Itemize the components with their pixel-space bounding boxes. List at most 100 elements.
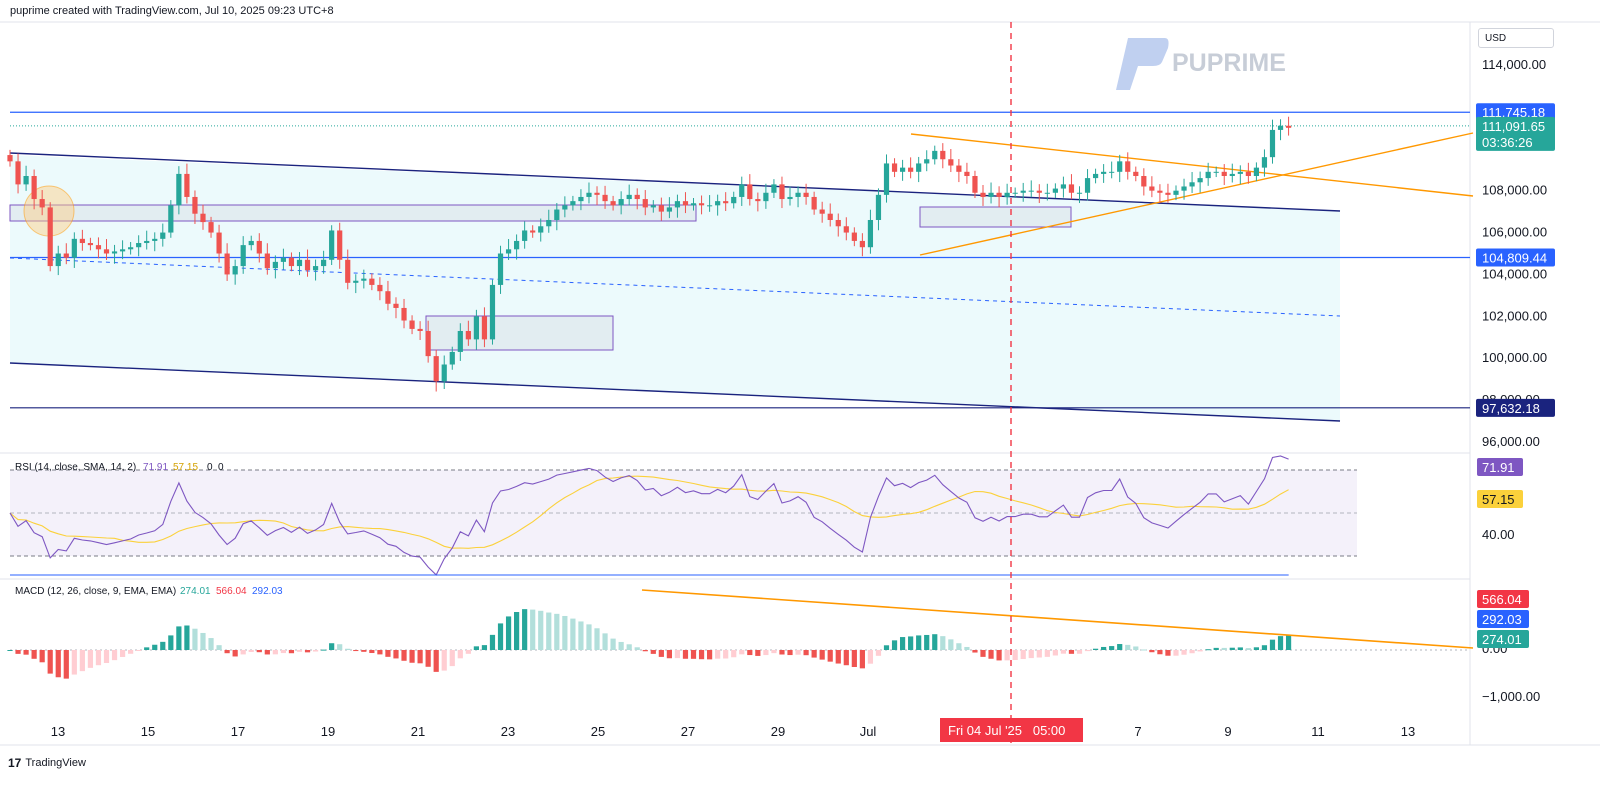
macd-line-tag-text: 292.03 — [1482, 612, 1522, 627]
macd-histogram-bar — [594, 628, 600, 650]
candle-body — [618, 199, 624, 206]
macd-histogram — [7, 609, 1292, 679]
macd-pane: MACD (12, 26, close, 9, EMA, EMA) 274.01… — [7, 574, 1474, 679]
candle — [393, 297, 399, 319]
current-price-tag-text: 111,091.65 — [1482, 119, 1545, 134]
candle-body — [940, 150, 946, 160]
candle-body — [1060, 184, 1067, 189]
macd-histogram-bar — [827, 650, 833, 662]
candle-body — [63, 253, 69, 258]
candle — [875, 188, 882, 231]
candle — [7, 149, 13, 167]
price-level-tag-text: 97,632.18 — [1482, 401, 1540, 416]
macd-histogram-bar — [264, 650, 270, 655]
candle — [345, 249, 351, 290]
macd-histogram-bar — [449, 650, 455, 667]
candle-body — [216, 232, 222, 254]
macd-histogram-bar — [1197, 650, 1203, 652]
candle — [377, 277, 383, 301]
candle — [723, 192, 729, 211]
candle-body — [626, 194, 632, 200]
time-axis[interactable]: 13 15 17 19 21 23 25 27 29 Jul 7 9 11 13 — [51, 724, 1415, 739]
candle-body — [1084, 178, 1091, 193]
candle — [1173, 185, 1179, 201]
price-tags: 111,745.18 104,809.44 97,632.18 111,091.650… — [1476, 103, 1555, 417]
macd-histogram-bar — [224, 650, 230, 654]
macd-histogram-bar — [280, 650, 287, 654]
macd-histogram-bar — [1004, 650, 1010, 661]
candle-body — [1165, 192, 1171, 195]
macd-histogram-bar — [570, 618, 576, 650]
candle — [908, 157, 914, 179]
candle — [1205, 162, 1211, 186]
candle-body — [176, 173, 182, 206]
candle — [497, 245, 504, 294]
tradingview-footer[interactable]: 17 TradingView — [8, 756, 86, 770]
channel-midline[interactable] — [9, 257, 1341, 317]
candle-body — [1189, 182, 1195, 187]
macd-histogram-bar — [1277, 636, 1284, 650]
macd-histogram-bar — [63, 650, 69, 679]
candle — [755, 192, 761, 212]
macd-histogram-bar — [1101, 646, 1107, 650]
candle — [747, 174, 753, 206]
macd-histogram-bar — [409, 650, 415, 663]
macd-histogram-bar — [95, 650, 102, 666]
candle — [1157, 184, 1163, 204]
candle — [71, 232, 77, 268]
candle-body — [996, 192, 1002, 197]
candle — [1036, 184, 1042, 204]
macd-histogram-bar — [530, 609, 536, 650]
candle — [1117, 154, 1123, 183]
candle-body — [1004, 192, 1010, 197]
candle — [256, 233, 262, 263]
candle-body — [457, 330, 463, 352]
macd-histogram-bar — [119, 650, 126, 657]
macd-histogram-bar — [586, 624, 592, 650]
candle-body — [1277, 125, 1284, 130]
rsi-legend-value: 71.91 — [143, 462, 168, 473]
macd-histogram-bar — [168, 635, 174, 650]
puprime-watermark: PUPRIME — [1116, 38, 1286, 90]
triangle-lower-trendline[interactable] — [919, 132, 1474, 256]
candle — [1076, 186, 1083, 204]
macd-histogram-bar — [385, 650, 391, 657]
candle — [819, 201, 825, 223]
candle — [160, 223, 166, 247]
candle — [554, 203, 560, 231]
demand-box[interactable] — [425, 315, 614, 351]
candle — [1092, 168, 1099, 184]
chart-header: puprime created with TradingView.com, Ju… — [10, 5, 334, 17]
candle-body — [1044, 192, 1050, 194]
candle — [457, 323, 463, 361]
candle — [1060, 176, 1067, 198]
macd-histogram-bar — [79, 650, 85, 672]
macd-histogram-bar — [1084, 650, 1091, 652]
candle-body — [763, 192, 769, 202]
macd-histogram-bar — [1253, 647, 1260, 650]
macd-histogram-bar — [940, 636, 946, 650]
macd-histogram-bar — [514, 611, 520, 650]
macd-histogram-bar — [546, 612, 552, 650]
candle — [658, 197, 664, 221]
channel-lower-line[interactable] — [9, 362, 1341, 422]
candle-body — [272, 261, 278, 269]
triangle-upper-trendline[interactable] — [910, 133, 1474, 197]
time-axis-tick: 25 — [591, 724, 605, 739]
candle — [200, 204, 206, 230]
macd-divergence-trendline[interactable] — [641, 589, 1474, 649]
resistance-box[interactable] — [9, 204, 697, 222]
macd-histogram-bar — [964, 646, 970, 650]
macd-histogram-bar — [610, 638, 616, 650]
macd-histogram-bar — [296, 650, 303, 652]
breakout-box[interactable] — [919, 206, 1072, 228]
candle-body — [1141, 176, 1147, 187]
currency-selector[interactable]: USD — [1478, 28, 1554, 48]
channel-upper-line[interactable] — [9, 152, 1341, 212]
candle-body — [337, 230, 343, 260]
candle — [385, 280, 391, 311]
price-axis[interactable]: 114,000.00 108,000.00 106,000.00 104,000.00… — [1482, 57, 1547, 449]
candle-body — [1181, 186, 1187, 191]
candle — [95, 237, 102, 259]
